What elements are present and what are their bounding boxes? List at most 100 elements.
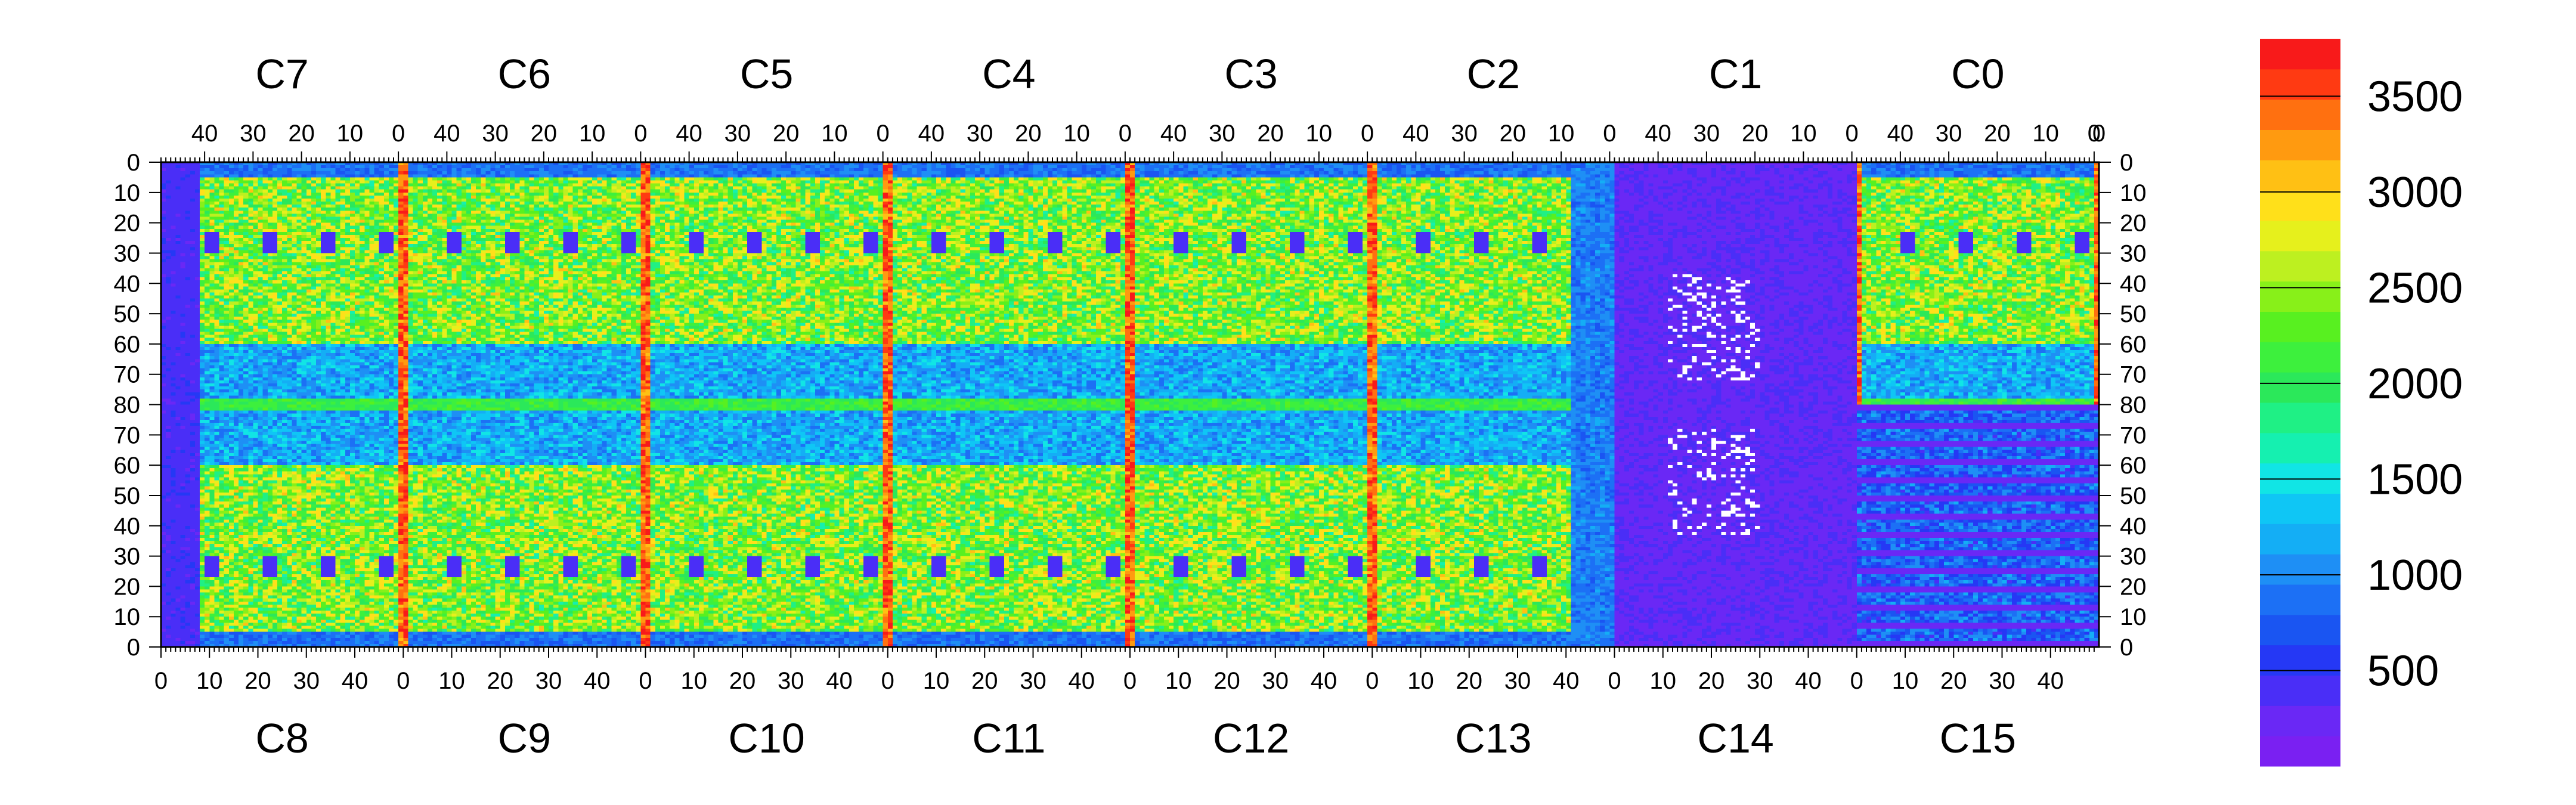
colorbar-segment [2260,463,2340,494]
top-tick-label: 30 [1693,120,1720,147]
left-y-tick-label: 40 [114,513,141,540]
colorbar-segment [2260,524,2340,555]
colorbar-segment [2260,160,2340,191]
bottom-tick-label: 20 [1698,668,1725,694]
top-tick-label: 10 [1548,120,1575,147]
bottom-tick-label: 0 [397,668,410,694]
colorbar-segment [2260,99,2340,130]
bottom-tick-label: 40 [826,668,853,694]
top-chip-label: C1 [1709,51,1762,97]
bottom-tick-label: 30 [1747,668,1773,694]
right-y-tick-label: 10 [2120,604,2147,630]
left-y-tick-label: 20 [114,574,141,600]
bottom-tick-label: 40 [1311,668,1337,694]
top-tick-label: 10 [2032,120,2059,147]
colorbar-segment [2260,614,2340,646]
top-tick-label: 0 [1846,120,1859,147]
top-tick-label: 20 [1984,120,2011,147]
top-tick-label: 0 [392,120,405,147]
colorbar-segment [2260,281,2340,312]
left-y-tick-label: 70 [114,362,141,388]
colorbar-segment [2260,129,2340,160]
bottom-tick-label: 30 [778,668,804,694]
bottom-chip-label: C10 [728,715,804,761]
top-tick-label: 30 [1451,120,1478,147]
left-y-tick-label: 60 [114,453,141,479]
right-y-tick-label: 60 [2120,453,2147,479]
colorbar: 500 1000 1500 2000 2500 3000 3500 [2260,39,2463,767]
colorbar-segment [2260,250,2340,282]
bottom-tick-label: 20 [971,668,998,694]
top-tick-label: 20 [1500,120,1527,147]
top-tick-label: 40 [1160,120,1187,147]
left-y-tick-label: 10 [114,604,141,630]
bottom-chip-label: C11 [972,715,1045,761]
top-tick-label: 20 [1257,120,1284,147]
top-chip-label: C0 [1951,51,2004,97]
bottom-tick-label: 30 [1020,668,1046,694]
colorbar-segment [2260,736,2340,767]
top-tick-label: 40 [434,120,460,147]
bottom-tick-label: 0 [154,668,168,694]
top-tick-label: 40 [918,120,945,147]
bottom-tick-label: 40 [2038,668,2064,694]
colorbar-tick-label: 2000 [2367,360,2463,408]
right-y-tick-label: 20 [2120,210,2147,237]
top-tick-label: 20 [531,120,558,147]
bottom-tick-label: 40 [342,668,369,694]
top-chip-label: C5 [740,51,793,97]
bottom-tick-label: 0 [1123,668,1137,694]
left-y-tick-label: 60 [114,332,141,358]
top-tick-label: 0 [1119,120,1132,147]
bottom-chip-label: C15 [1940,715,2016,761]
colorbar-segment [2260,432,2340,464]
right-y-tick-label: 70 [2120,422,2147,448]
top-tick-label: 40 [1402,120,1429,147]
bottom-chip-label: C8 [255,715,308,761]
top-tick-label: 0 [1603,120,1616,147]
top-tick-label: 10 [1063,120,1090,147]
colorbar-segment [2260,372,2340,403]
colorbar-tick-label: 1000 [2367,552,2463,599]
left-y-tick-label: 0 [127,634,140,661]
colorbar-segment [2260,311,2340,342]
top-tick-label: 30 [724,120,751,147]
bottom-tick-label: 0 [881,668,894,694]
left-y-tick-label: 80 [114,392,141,419]
right-y-tick-label: 60 [2120,332,2147,358]
left-y-tick-label: 70 [114,422,141,448]
top-chip-label: C4 [982,51,1035,97]
left-y-tick-label: 50 [114,301,141,327]
colorbar-tick-label: 1500 [2367,456,2463,503]
colorbar-segment [2260,675,2340,706]
right-y-tick-label: 0 [2120,150,2133,176]
bottom-chip-label: C13 [1455,715,1531,761]
bottom-tick-label: 40 [1795,668,1822,694]
right-y-tick-label: 30 [2120,240,2147,267]
bottom-tick-label: 20 [1456,668,1483,694]
bottom-tick-label: 10 [1165,668,1192,694]
right-y-tick-label: 10 [2120,180,2147,206]
bottom-tick-label: 30 [1262,668,1289,694]
hitmap-image [161,162,2099,647]
bottom-tick-label: 10 [438,668,465,694]
top-tick-label: 30 [1936,120,1962,147]
top-tick-label: 20 [1742,120,1769,147]
bottom-chip-label: C9 [498,715,551,761]
top-chip-label: C3 [1224,51,1277,97]
top-tick-label: 0 [2088,120,2101,147]
bottom-chip-label: C12 [1213,715,1289,761]
bottom-tick-label: 10 [1650,668,1677,694]
colorbar-segment [2260,554,2340,585]
bottom-tick-label: 10 [1892,668,1919,694]
top-tick-label: 40 [676,120,702,147]
bottom-tick-label: 40 [584,668,611,694]
right-y-tick-label: 70 [2120,362,2147,388]
bottom-tick-label: 30 [1504,668,1531,694]
top-tick-label: 20 [773,120,800,147]
bottom-tick-label: 20 [487,668,514,694]
bottom-chip-label: C14 [1697,715,1773,761]
left-y-tick-label: 40 [114,271,141,297]
bottom-tick-label: 0 [1608,668,1621,694]
top-tick-label: 40 [1645,120,1671,147]
